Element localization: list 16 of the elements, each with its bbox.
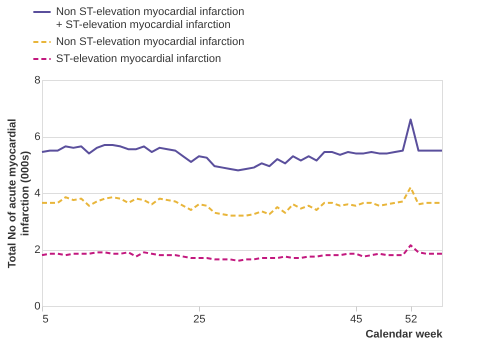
y-axis-title: Total No of acute myocardial infarction (000s) [6, 118, 32, 268]
y-tick-label: 4 [34, 188, 40, 200]
y-tick-label: 6 [34, 131, 40, 143]
legend-label: Non ST-elevation myocardial infarction + ST-elevation myocardial infarction [56, 6, 244, 31]
line-series [41, 244, 443, 262]
x-tick-label: 5 [42, 314, 49, 326]
y-tick-label: 8 [34, 74, 40, 86]
x-axis-title: Calendar week [365, 328, 444, 340]
x-tick-label: 25 [193, 314, 206, 326]
x-tick-label: 52 [405, 314, 418, 326]
legend-label: Non ST-elevation myocardial infarction [56, 36, 244, 48]
x-tick-label: 45 [350, 314, 362, 326]
line-series [41, 118, 443, 172]
y-tick-label: 0 [34, 300, 40, 312]
y-tick-label: 2 [34, 244, 40, 256]
legend-label: ST-elevation myocardial infarction [56, 53, 222, 65]
